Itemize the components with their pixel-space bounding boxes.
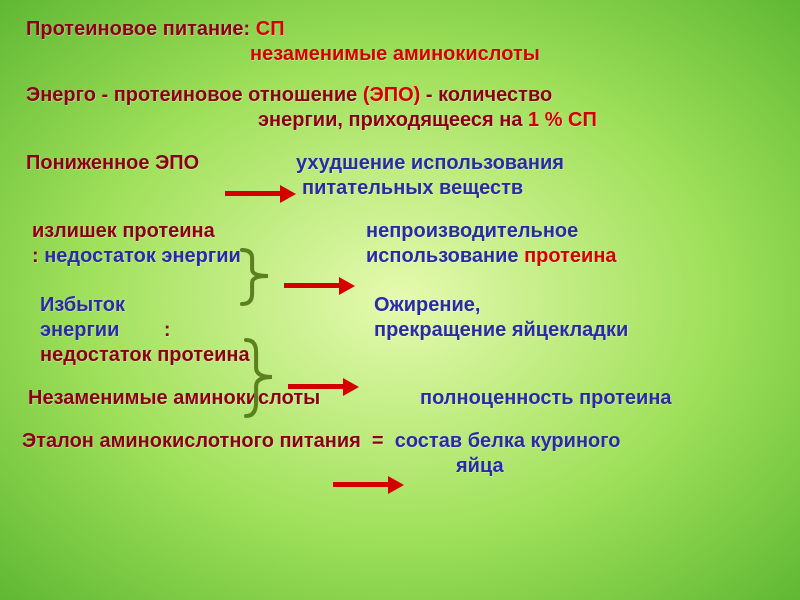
row2-sub1: энергии, приходящееся на — [258, 109, 522, 131]
row6-right: полноценность протеина — [420, 387, 672, 410]
row7-eq: = — [361, 430, 395, 452]
arrow-icon — [288, 378, 360, 396]
row4-right2b: протеина — [519, 245, 617, 267]
row5-right1: Ожирение, — [374, 294, 480, 317]
row6-left: Незаменимые аминокислоты — [28, 387, 320, 410]
row5-left2b: : — [119, 319, 170, 341]
curly-brace-icon — [244, 338, 276, 420]
row5-left2a: энергии — [40, 319, 119, 341]
row3-right2: питательных веществ — [302, 177, 523, 199]
arrow-icon — [333, 476, 405, 494]
row5-right2: прекращение яйцекладки — [374, 319, 628, 342]
row4-right2a: использование — [366, 245, 519, 267]
arrow-icon — [284, 277, 356, 295]
slide-content: Протеиновое питание: СП незаменимые амин… — [0, 0, 800, 600]
row4-right1: непроизводительное — [366, 220, 578, 243]
row4-left2a: : — [32, 245, 44, 267]
row3-right1: ухудшение использования — [296, 152, 564, 175]
arrow-icon — [225, 185, 297, 203]
curly-brace-icon — [240, 248, 272, 308]
row5-left1: Избыток — [40, 294, 125, 317]
row2-prefix: Энерго - протеиновое отношение — [26, 84, 363, 106]
row3-left: Пониженное ЭПО — [26, 152, 199, 175]
row1-prefix: Протеиновое питание: — [26, 18, 250, 40]
row4-left2b: недостаток энергии — [44, 245, 241, 267]
row2-epo: (ЭПО) — [363, 84, 420, 106]
row7-left: Эталон аминокислотного питания — [22, 430, 361, 452]
row2-sub2: 1 % СП — [522, 109, 596, 131]
row7-right2: яйца — [456, 455, 504, 477]
row4-left1: излишек протеина — [32, 220, 215, 243]
row7-right1: состав белка куриного — [395, 430, 621, 452]
row5-left3: недостаток протеина — [40, 344, 250, 366]
row2-mid: - количество — [420, 84, 552, 106]
row1-sp: СП — [250, 18, 284, 40]
row1-sub: незаменимые аминокислоты — [250, 43, 540, 65]
